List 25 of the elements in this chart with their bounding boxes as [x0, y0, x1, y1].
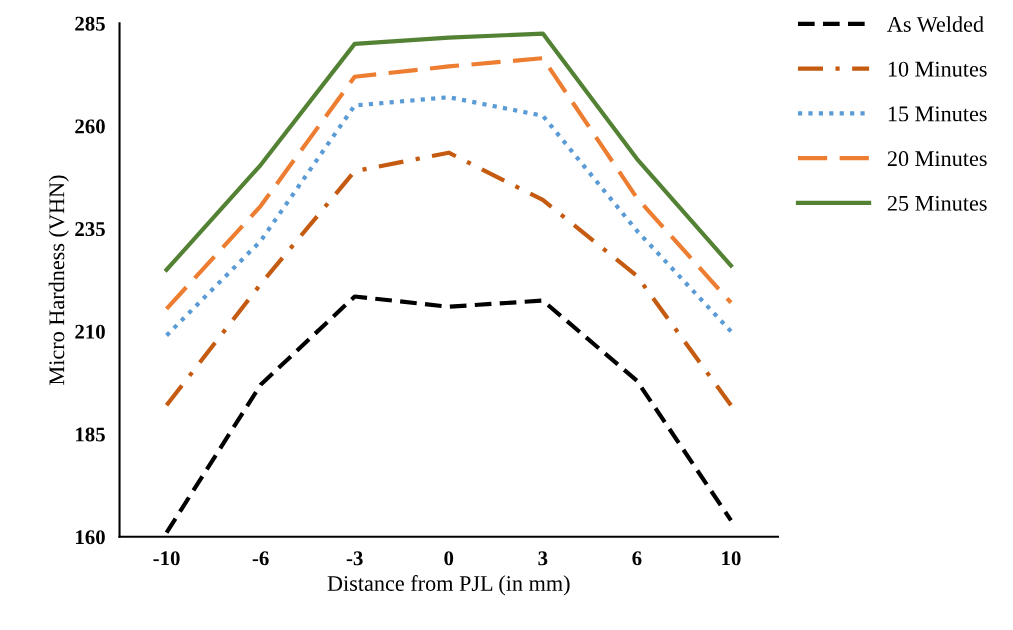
y-axis-title: Micro Hardness (VHN)	[48, 175, 69, 385]
legend-label: As Welded	[887, 16, 984, 33]
line-series	[164, 56, 734, 311]
x-tick-label: 0	[444, 551, 454, 566]
x-tick-label: 6	[632, 551, 642, 566]
x-axis-title: Distance from PJL (in mm)	[327, 575, 570, 596]
y-tick-label: 185	[76, 427, 105, 442]
x-tick-label: -6	[252, 551, 269, 566]
x-tick-label: 10	[722, 551, 741, 566]
x-tick-label: -3	[346, 551, 363, 566]
y-tick-label: 210	[75, 324, 105, 339]
line-series	[164, 294, 734, 535]
y-tick-label: 160	[76, 530, 105, 545]
line-series	[164, 31, 734, 272]
x-tick-label: -10	[153, 551, 180, 566]
x-tick-label: 3	[538, 551, 548, 566]
line-series	[164, 95, 734, 338]
y-tick-label: 260	[75, 119, 105, 134]
y-tick-label: 285	[75, 16, 105, 31]
legend-label: 25 Minutes	[887, 195, 987, 211]
line-series	[164, 150, 734, 408]
y-tick-label: 235	[75, 222, 105, 237]
legend-label: 15 Minutes	[888, 106, 987, 122]
legend-label: 20 Minutes	[887, 151, 987, 167]
legend-label: 10 Minutes	[888, 61, 987, 77]
